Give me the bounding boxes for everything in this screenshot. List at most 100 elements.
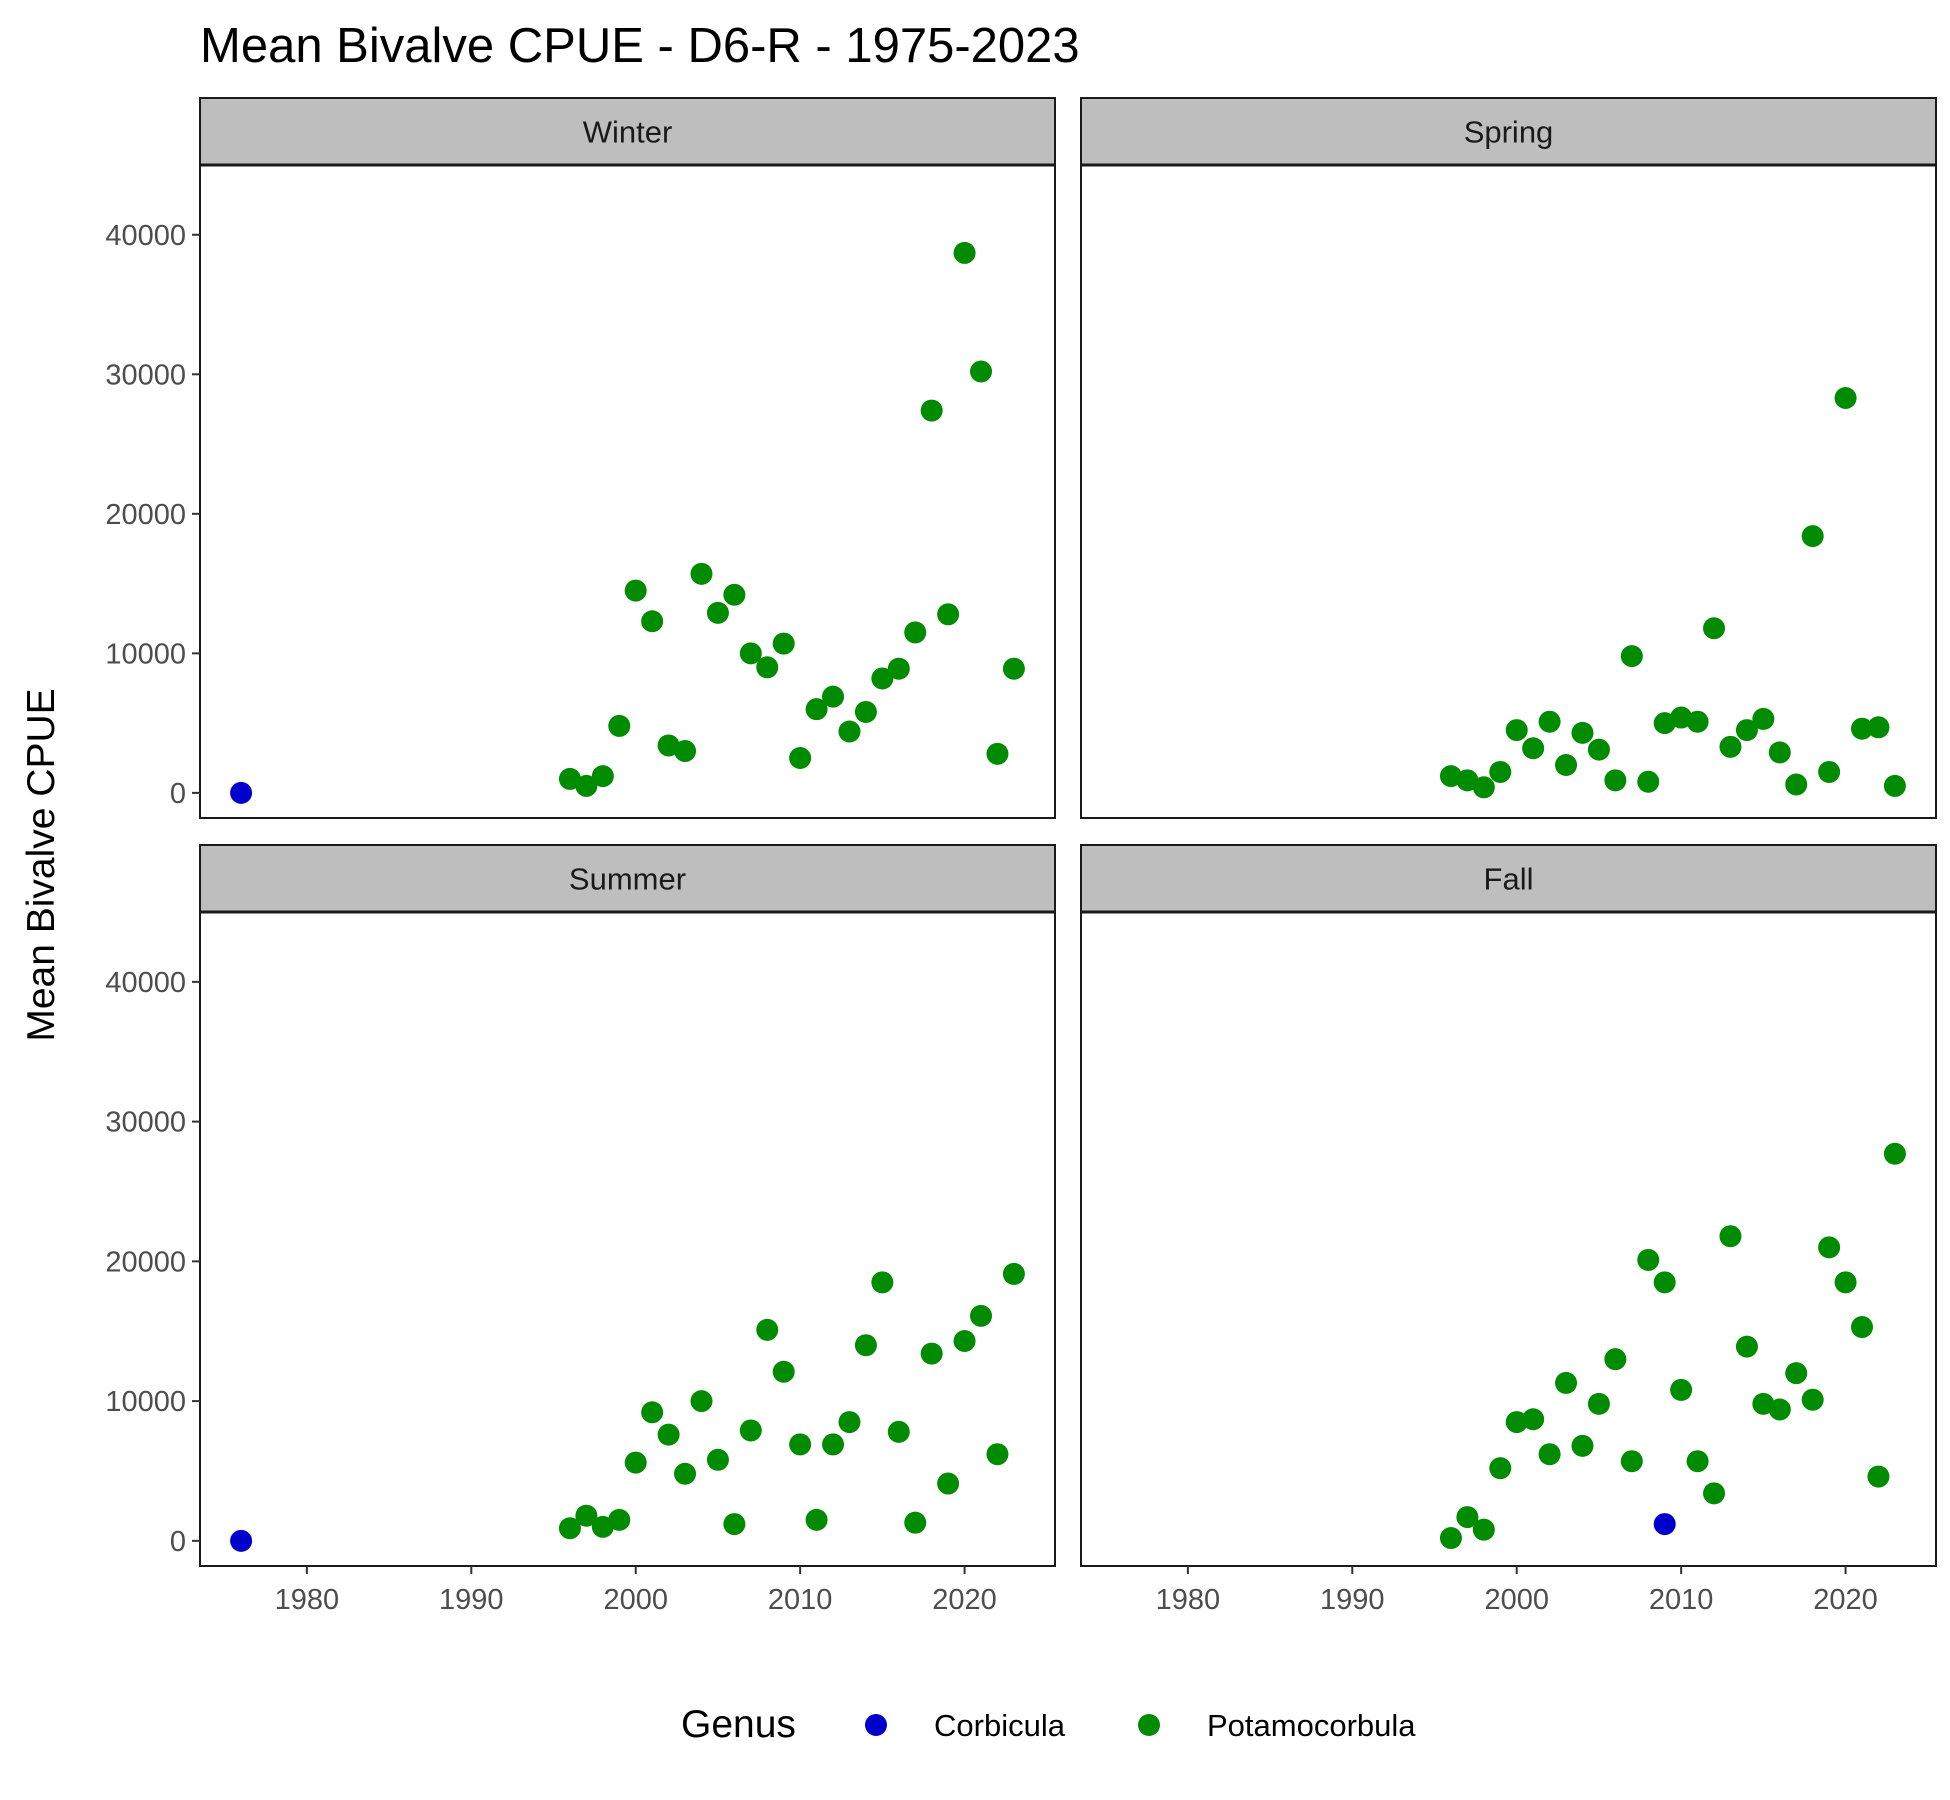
data-point-winter-potamocorbula: [920, 399, 943, 422]
y-tick-label: 10000: [105, 1386, 186, 1418]
facet-strip-summer: [199, 844, 1056, 913]
data-point-winter-potamocorbula: [706, 601, 729, 624]
y-tick-label: 20000: [105, 1246, 186, 1278]
x-tick-label: 2010: [768, 1584, 833, 1616]
data-point-fall-potamocorbula: [1587, 1392, 1610, 1415]
data-point-fall-potamocorbula: [1637, 1248, 1660, 1271]
data-point-summer-potamocorbula: [558, 1517, 581, 1540]
data-point-winter-potamocorbula: [772, 632, 795, 655]
data-point-spring-potamocorbula: [1522, 737, 1545, 760]
data-point-spring-potamocorbula: [1439, 765, 1462, 788]
data-point-fall-potamocorbula: [1505, 1411, 1528, 1434]
data-point-fall-corbicula: [1653, 1513, 1676, 1536]
data-point-fall-potamocorbula: [1818, 1236, 1841, 1259]
data-point-fall-potamocorbula: [1719, 1225, 1742, 1248]
y-tick-label: 40000: [105, 220, 186, 252]
data-point-spring-potamocorbula: [1752, 707, 1775, 730]
data-point-summer-corbicula: [230, 1529, 253, 1552]
data-point-fall-potamocorbula: [1439, 1527, 1462, 1550]
data-point-winter-potamocorbula: [789, 747, 812, 770]
x-tick-label: 2000: [603, 1584, 668, 1616]
legend-corbicula-label: Corbicula: [934, 1708, 1066, 1743]
data-point-fall-potamocorbula: [1834, 1271, 1857, 1294]
data-point-fall-potamocorbula: [1735, 1335, 1758, 1358]
data-point-fall-potamocorbula: [1785, 1362, 1808, 1385]
data-point-fall-potamocorbula: [1883, 1142, 1906, 1165]
legend-potamocorbula-marker: [1138, 1714, 1160, 1736]
data-point-spring-potamocorbula: [1867, 716, 1890, 739]
data-point-summer-potamocorbula: [986, 1443, 1009, 1466]
data-point-summer-potamocorbula: [953, 1330, 976, 1353]
legend-potamocorbula-label: Potamocorbula: [1207, 1708, 1416, 1743]
data-point-spring-potamocorbula: [1801, 525, 1824, 548]
x-tick-label: 2020: [932, 1584, 997, 1616]
y-tick-label: 10000: [105, 638, 186, 670]
data-point-fall-potamocorbula: [1538, 1443, 1561, 1466]
data-point-winter-potamocorbula: [558, 767, 581, 790]
data-point-spring-potamocorbula: [1703, 617, 1726, 640]
x-tick-label: 2020: [1813, 1584, 1878, 1616]
data-point-summer-potamocorbula: [657, 1423, 680, 1446]
y-tick-label: 0: [170, 1526, 186, 1558]
data-point-summer-potamocorbula: [920, 1342, 943, 1365]
data-point-spring-potamocorbula: [1620, 645, 1643, 668]
data-point-fall-potamocorbula: [1604, 1348, 1627, 1371]
y-axis-label: Mean Bivalve CPUE: [20, 688, 63, 1041]
data-point-fall-potamocorbula: [1522, 1408, 1545, 1431]
data-point-spring-potamocorbula: [1785, 773, 1808, 796]
data-point-winter-potamocorbula: [822, 685, 845, 708]
data-point-fall-potamocorbula: [1653, 1271, 1676, 1294]
data-point-winter-potamocorbula: [591, 765, 614, 788]
data-point-summer-potamocorbula: [904, 1511, 927, 1534]
data-point-winter-potamocorbula: [624, 579, 647, 602]
data-point-winter-potamocorbula: [887, 657, 910, 680]
data-point-winter-potamocorbula: [937, 603, 960, 626]
data-point-winter-potamocorbula: [986, 742, 1009, 765]
data-point-spring-potamocorbula: [1768, 741, 1791, 764]
data-point-summer-potamocorbula: [838, 1411, 861, 1434]
data-point-spring-potamocorbula: [1883, 774, 1906, 797]
data-point-summer-potamocorbula: [674, 1462, 697, 1485]
data-point-spring-potamocorbula: [1818, 760, 1841, 783]
facet-strip-label-summer: Summer: [569, 862, 686, 897]
data-point-spring-potamocorbula: [1735, 719, 1758, 742]
facet-strip-label-spring: Spring: [1464, 115, 1554, 150]
data-point-spring-potamocorbula: [1637, 770, 1660, 793]
x-tick-label: 1990: [439, 1584, 504, 1616]
facet-panels: Winter 0 10000 20000 30000 40000 Spring Summer 0…: [105, 97, 1937, 1616]
data-point-winter-potamocorbula: [1002, 657, 1025, 680]
data-point-spring-potamocorbula: [1604, 769, 1627, 792]
data-point-summer-potamocorbula: [723, 1513, 746, 1536]
data-point-summer-potamocorbula: [1002, 1262, 1025, 1285]
x-tick-label: 1980: [275, 1584, 340, 1616]
data-point-fall-potamocorbula: [1686, 1450, 1709, 1473]
data-point-winter-potamocorbula: [723, 583, 746, 606]
data-point-summer-potamocorbula: [789, 1433, 812, 1456]
data-point-spring-potamocorbula: [1456, 769, 1479, 792]
data-point-winter-potamocorbula: [575, 774, 598, 797]
facet-strip-label-fall: Fall: [1484, 862, 1534, 897]
legend: Genus Corbicula Potamocorbula: [681, 1703, 1416, 1746]
data-point-spring-potamocorbula: [1587, 738, 1610, 761]
data-point-spring-potamocorbula: [1834, 387, 1857, 410]
x-tick-label: 1990: [1320, 1584, 1385, 1616]
data-point-winter-potamocorbula: [756, 656, 779, 679]
data-point-fall-potamocorbula: [1670, 1378, 1693, 1401]
y-tick-label: 30000: [105, 1107, 186, 1139]
data-point-winter-potamocorbula: [805, 698, 828, 721]
data-point-spring-potamocorbula: [1670, 706, 1693, 729]
data-point-summer-potamocorbula: [624, 1451, 647, 1474]
y-tick-label: 20000: [105, 499, 186, 531]
data-point-fall-potamocorbula: [1620, 1450, 1643, 1473]
y-tick-label: 40000: [105, 967, 186, 999]
data-point-spring-potamocorbula: [1686, 710, 1709, 733]
data-point-winter-potamocorbula: [871, 667, 894, 690]
data-point-winter-potamocorbula: [739, 642, 762, 665]
data-point-fall-potamocorbula: [1801, 1388, 1824, 1411]
facet-strip-label-winter: Winter: [583, 115, 673, 150]
data-point-winter-potamocorbula: [674, 740, 697, 763]
data-point-summer-potamocorbula: [591, 1515, 614, 1538]
data-point-fall-potamocorbula: [1456, 1506, 1479, 1529]
